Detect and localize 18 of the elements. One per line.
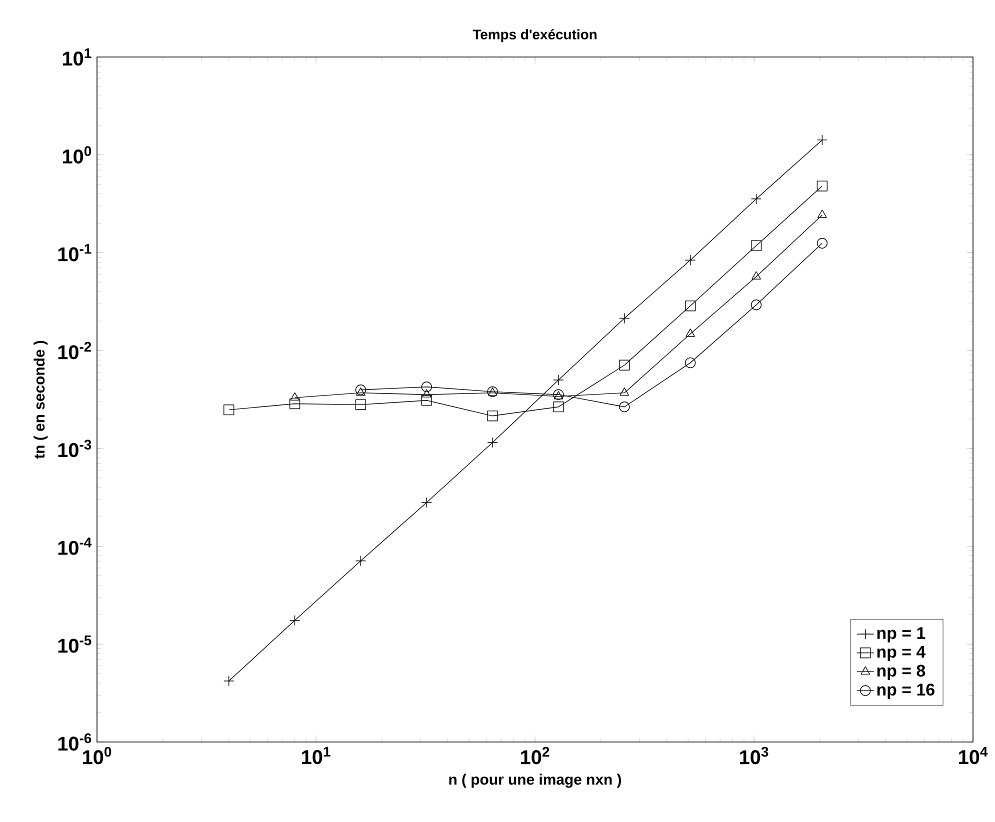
chart-title: Temps d'exécution [472,29,597,42]
y-tick-label: 10$^{-1}$ [58,244,92,262]
legend-label: np = 4 [877,646,926,662]
x-tick-label: 10$^{3}$ [740,746,768,764]
legend-label: np = 1 [877,627,926,642]
y-tick-label: 10$^{1}$ [62,48,92,66]
x-axis-title: n ( pour une image nxn ) [449,774,622,788]
legend-label: np = 16 [877,684,934,699]
x-tick-label: 10$^{2}$ [521,746,550,764]
y-axis-title: tn ( en seconde ) [34,340,48,459]
y-tick-label: 10$^{-2}$ [58,342,92,360]
y-tick-label: 10$^{0}$ [62,146,92,164]
x-tick-label: 10$^{4}$ [959,746,988,764]
y-tick-label: 10$^{-5}$ [58,636,92,653]
y-tick-label: 10$^{-4}$ [58,538,92,555]
y-tick-label: 10$^{-3}$ [58,440,92,458]
x-tick-label: 10$^{1}$ [302,746,330,764]
legend-label: np = 8 [877,664,926,680]
